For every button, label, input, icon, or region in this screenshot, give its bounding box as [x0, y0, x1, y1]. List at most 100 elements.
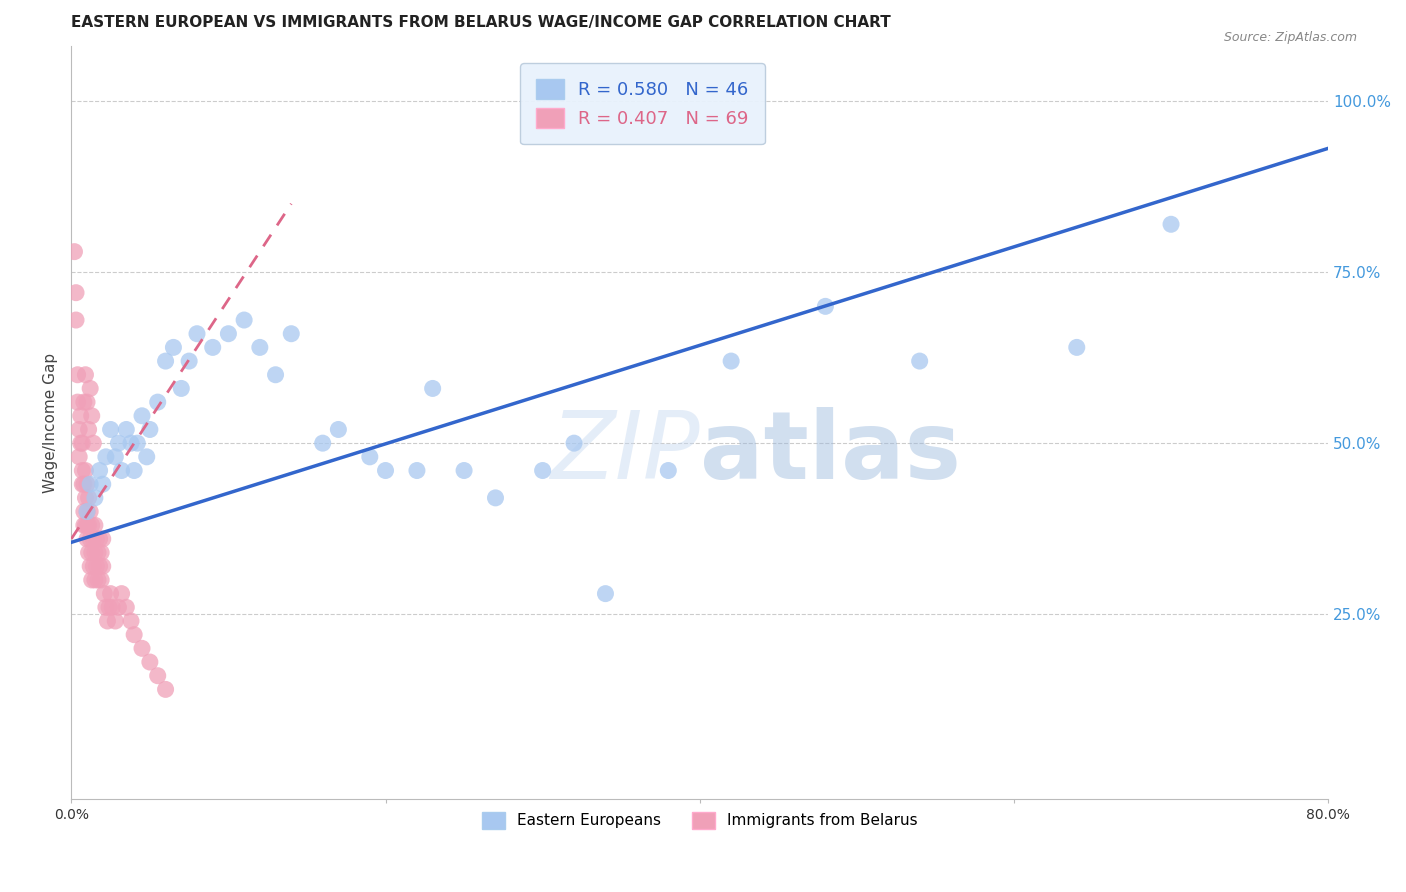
Point [100, 422, 122, 436]
Point [115, 600, 138, 615]
Point [139, 422, 162, 436]
Point [110, 463, 132, 477]
Point [79, 559, 101, 574]
Point [65, 285, 87, 300]
Point [186, 326, 208, 341]
Point [90, 545, 112, 559]
Point [98, 600, 121, 615]
Point [80, 545, 103, 559]
Point [72, 477, 94, 491]
Text: Source: ZipAtlas.com: Source: ZipAtlas.com [1223, 31, 1357, 45]
Point [1066, 340, 1088, 354]
Point [93, 587, 115, 601]
Point [87, 573, 110, 587]
Text: EASTERN EUROPEAN VS IMMIGRANTS FROM BELARUS WAGE/INCOME GAP CORRELATION CHART: EASTERN EUROPEAN VS IMMIGRANTS FROM BELA… [72, 15, 891, 30]
Point [264, 368, 287, 382]
Point [122, 463, 145, 477]
Text: ZIP: ZIP [550, 408, 700, 499]
Point [131, 641, 153, 656]
Point [77, 422, 100, 436]
Point [720, 354, 742, 368]
Y-axis label: Wage/Income Gap: Wage/Income Gap [44, 352, 58, 492]
Point [91, 559, 114, 574]
Point [91, 477, 114, 491]
Point [73, 395, 96, 409]
Point [75, 491, 97, 505]
Point [359, 450, 381, 464]
Point [86, 559, 108, 574]
Point [83, 545, 105, 559]
Point [155, 682, 177, 697]
Point [83, 518, 105, 533]
Point [73, 477, 96, 491]
Point [79, 504, 101, 518]
Point [89, 532, 111, 546]
Point [531, 463, 554, 477]
Point [76, 477, 98, 491]
Point [77, 491, 100, 505]
Point [76, 532, 98, 546]
Point [217, 326, 239, 341]
Point [107, 436, 129, 450]
Point [312, 436, 335, 450]
Point [89, 559, 111, 574]
Point [155, 354, 177, 368]
Point [162, 340, 184, 354]
Point [96, 614, 118, 628]
Point [91, 532, 114, 546]
Point [72, 463, 94, 477]
Point [82, 436, 104, 450]
Point [120, 436, 142, 450]
Point [115, 422, 138, 436]
Point [87, 545, 110, 559]
Point [453, 463, 475, 477]
Point [201, 340, 224, 354]
Point [75, 463, 97, 477]
Point [76, 504, 98, 518]
Point [146, 395, 169, 409]
Point [83, 491, 105, 505]
Point [170, 381, 193, 395]
Point [814, 299, 837, 313]
Point [135, 450, 157, 464]
Point [131, 409, 153, 423]
Point [146, 669, 169, 683]
Point [79, 381, 101, 395]
Point [100, 587, 122, 601]
Point [65, 313, 87, 327]
Point [66, 395, 89, 409]
Point [77, 545, 100, 559]
Point [90, 573, 112, 587]
Point [76, 395, 98, 409]
Point [94, 450, 117, 464]
Point [75, 368, 97, 382]
Point [79, 477, 101, 491]
Point [406, 463, 429, 477]
Point [908, 354, 931, 368]
Point [110, 587, 132, 601]
Point [104, 450, 127, 464]
Point [120, 614, 142, 628]
Point [94, 600, 117, 615]
Point [76, 518, 98, 533]
Point [139, 655, 162, 669]
Point [82, 559, 104, 574]
Point [80, 518, 103, 533]
Point [101, 600, 124, 615]
Point [76, 504, 98, 518]
Point [562, 436, 585, 450]
Text: atlas: atlas [700, 407, 960, 499]
Point [422, 381, 444, 395]
Point [107, 600, 129, 615]
Point [86, 532, 108, 546]
Point [73, 518, 96, 533]
Point [77, 518, 100, 533]
Point [82, 532, 104, 546]
Point [280, 326, 302, 341]
Point [233, 313, 256, 327]
Point [75, 518, 97, 533]
Point [67, 422, 90, 436]
Point [1160, 217, 1182, 231]
Point [89, 463, 111, 477]
Legend: Eastern Europeans, Immigrants from Belarus: Eastern Europeans, Immigrants from Belar… [474, 805, 925, 837]
